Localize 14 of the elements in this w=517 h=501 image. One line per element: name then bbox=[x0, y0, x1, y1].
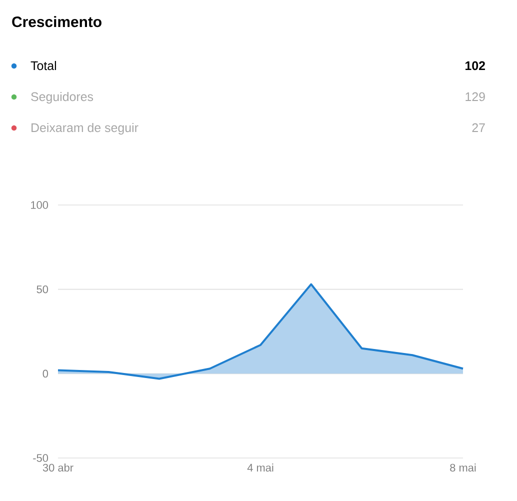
legend-label: Seguidores bbox=[31, 92, 94, 104]
y-tick-label: 0 bbox=[42, 370, 48, 378]
legend-label: Deixaram de seguir bbox=[32, 122, 138, 135]
y-tick-label: 100 bbox=[31, 201, 48, 209]
legend-label: Total bbox=[30, 60, 56, 70]
text: 27 bbox=[472, 123, 485, 132]
x-tick-label: 4 mai bbox=[247, 464, 274, 472]
text: 102 bbox=[465, 61, 485, 70]
y-tick-label: -50 bbox=[33, 454, 48, 462]
chart-title: Crescimento bbox=[12, 16, 102, 28]
x-tick-label: 30 abr bbox=[42, 464, 74, 472]
x-tick-label: 8 mai bbox=[450, 464, 476, 472]
text: 129 bbox=[466, 92, 485, 102]
y-tick-label: 50 bbox=[36, 285, 48, 294]
